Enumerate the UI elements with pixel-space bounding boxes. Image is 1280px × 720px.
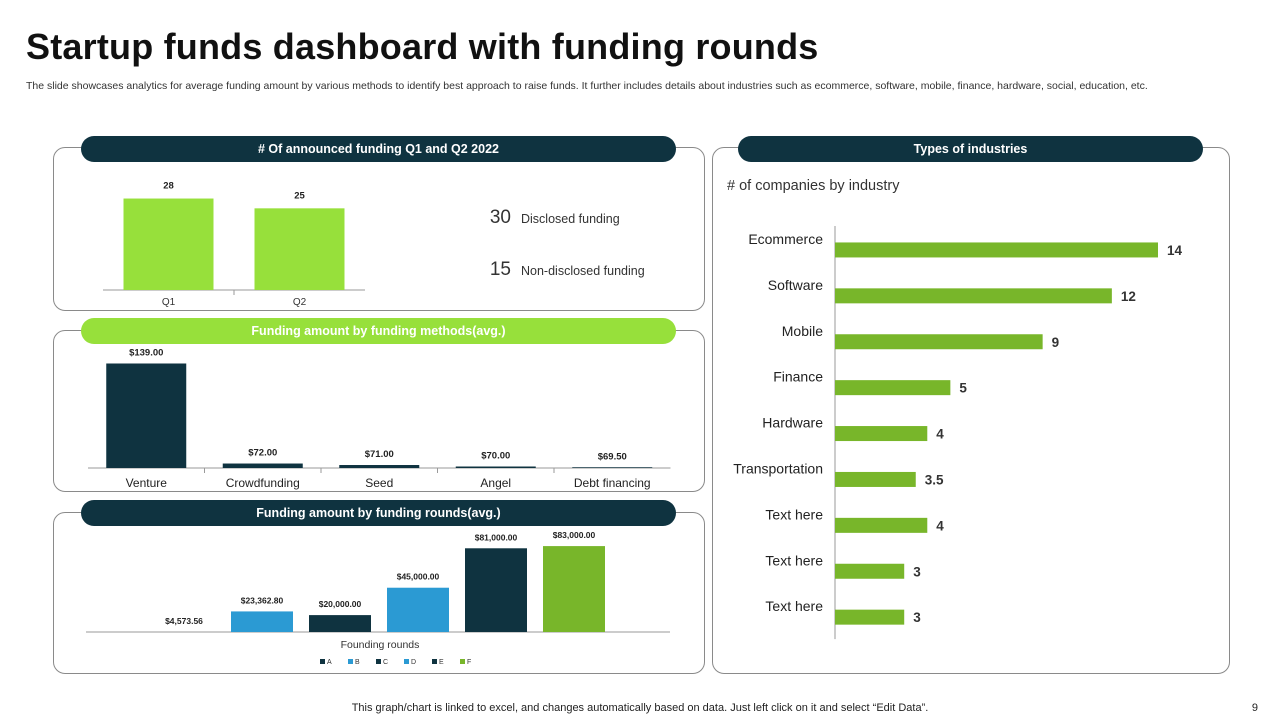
bar-series-f [543,546,605,632]
legend-label-e: E [439,659,444,666]
bar-series-d [387,587,449,632]
bar-seed [339,465,420,468]
legend-swatch-a [320,659,325,664]
data-label: $81,000.00 [475,532,518,542]
y-tick-label: Transportation [733,460,823,476]
x-tick-label: Seed [365,476,393,490]
funding-rounds-header: Funding amount by funding rounds(avg.) [81,500,676,526]
data-label: 3 [913,610,921,625]
bar-series-b [231,611,293,632]
bar-software [835,288,1112,304]
data-label: $70.00 [481,451,510,462]
data-label: 4 [936,427,944,442]
legend-label-d: D [411,659,416,666]
footer-note: This graph/chart is linked to excel, and… [351,702,929,714]
legend-swatch-e [432,659,437,664]
y-tick-label: Text here [765,506,823,522]
y-tick-label: Software [768,277,823,293]
bar-crowdfunding [222,463,303,468]
data-label: $83,000.00 [553,530,596,540]
y-tick-label: Finance [773,369,823,385]
data-label: $20,000.00 [319,599,362,609]
data-label: 5 [959,381,967,396]
disclosed-funding-stat: 30 Disclosed funding [485,207,620,229]
funding-rounds-chart: $4,573.56 $23,362.80 $20,000.00 $45,000.00 $… [86,530,670,666]
legend-label-c: C [383,659,388,666]
data-label: 25 [294,190,305,201]
x-tick-label: Venture [126,476,168,490]
bar-mobile [835,334,1043,350]
funding-methods-header: Funding amount by funding methods(avg.) [81,318,676,344]
page-number: 9 [1251,702,1258,714]
announced-funding-header: # Of announced funding Q1 and Q2 2022 [81,136,676,162]
data-label: 14 [1167,243,1183,258]
data-label: 12 [1121,289,1136,304]
bar-text-here [835,609,905,625]
bar-debt-financing [572,467,653,468]
non-disclosed-funding-label: Non-disclosed funding [521,264,645,278]
funding-methods-chart: $139.00 Venture $72.00 Crowdfunding $71.00 Se… [88,347,671,490]
bar-ecommerce [835,242,1158,258]
y-tick-label: Hardware [762,415,823,431]
data-label: $45,000.00 [397,572,440,582]
disclosed-funding-value: 30 [489,207,511,228]
y-tick-label: Text here [765,552,823,568]
data-label: $23,362.80 [241,595,284,605]
y-tick-label: Ecommerce [748,231,823,247]
bar-finance [835,380,951,396]
page-title: Startup funds dashboard with funding rou… [26,26,819,67]
legend-swatch-f [460,659,465,664]
x-tick-label: Q1 [162,297,176,308]
data-label: $69.50 [598,451,627,462]
data-label: 3 [913,564,921,579]
legend-label-b: B [355,659,360,666]
legend-label-a: A [327,659,332,666]
chart-title: # of companies by industry [727,178,900,194]
bar-series-c [309,615,371,632]
data-label: $71.00 [365,449,394,460]
x-tick-label: Crowdfunding [226,476,300,490]
x-tick-label: Debt financing [574,476,651,490]
non-disclosed-funding-value: 15 [489,259,511,280]
x-axis-title: Founding rounds [341,639,420,651]
y-tick-label: Text here [765,598,823,614]
bar-hardware [835,426,928,442]
non-disclosed-funding-stat: 15 Non-disclosed funding [485,259,645,281]
legend-label-f: F [467,659,471,666]
x-tick-label: Q2 [293,297,307,308]
legend-swatch-c [376,659,381,664]
bar-venture [106,363,187,468]
data-label: 4 [936,518,944,533]
page-subtitle: The slide showcases analytics for averag… [26,80,1148,92]
legend-swatch-d [404,659,409,664]
bar-text-here [835,563,905,579]
data-label: 3.5 [925,472,944,487]
data-label: $4,573.56 [165,616,203,626]
announced-funding-chart: 28 Q1 25 Q2 [103,181,365,308]
bar-q2 [254,208,345,290]
industries-header: Types of industries [738,136,1203,162]
y-tick-label: Mobile [782,323,823,339]
industries-panel [712,147,1230,674]
data-label: $72.00 [248,448,277,459]
bar-text-here [835,517,928,533]
disclosed-funding-label: Disclosed funding [521,212,620,226]
data-label: $139.00 [129,347,163,358]
bar-q1 [123,198,214,290]
industries-chart: # of companies by industry Ecommerce 14 Sof… [727,178,1183,640]
bar-angel [455,466,536,468]
bar-series-e [465,548,527,632]
data-label: 28 [163,181,174,192]
legend-swatch-b [348,659,353,664]
data-label: 9 [1052,335,1060,350]
x-tick-label: Angel [480,476,511,490]
bar-transportation [835,471,916,487]
